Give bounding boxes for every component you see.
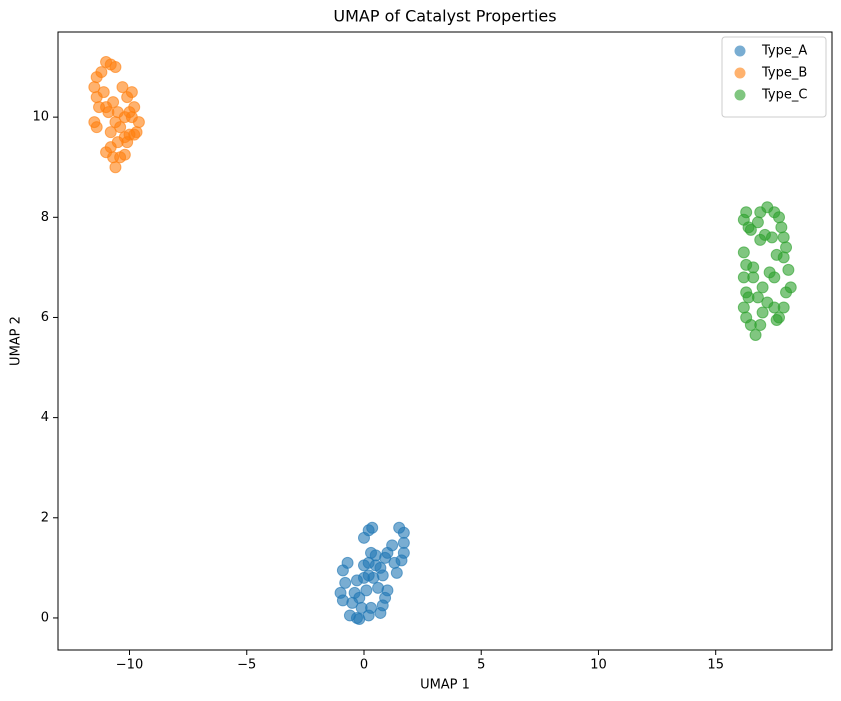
point (780, 241, 793, 254)
y-axis-label: UMAP 2 (9, 316, 24, 366)
point (107, 96, 120, 109)
point (376, 569, 389, 582)
point (360, 584, 373, 597)
point (749, 328, 762, 341)
point (390, 566, 403, 579)
point (770, 248, 783, 261)
x-tick-label: 5 (477, 658, 485, 673)
x-tick-label: −5 (237, 658, 256, 673)
point (740, 206, 753, 219)
point (369, 559, 382, 572)
point (118, 148, 131, 161)
x-tick-label: 0 (360, 658, 368, 673)
point (88, 116, 101, 129)
point (379, 551, 392, 564)
point (346, 596, 359, 609)
point (397, 536, 410, 549)
point (751, 216, 764, 229)
point (770, 313, 783, 326)
point (366, 521, 379, 534)
point (128, 128, 141, 141)
legend-marker (734, 89, 746, 101)
point (109, 161, 122, 174)
y-tick-label: 4 (41, 410, 49, 425)
point (123, 106, 136, 119)
legend-box (721, 36, 827, 118)
point (95, 66, 108, 79)
point (125, 86, 138, 99)
point (747, 271, 760, 284)
point (754, 233, 767, 246)
point (754, 318, 767, 331)
point (737, 301, 750, 314)
y-tick-label: 0 (41, 610, 49, 625)
point (744, 223, 757, 236)
x-tick-label: −10 (116, 658, 143, 673)
point (742, 291, 755, 304)
legend-label: Type_C (761, 88, 807, 103)
point (777, 231, 790, 244)
y-tick-label: 8 (41, 210, 49, 225)
point (386, 539, 399, 552)
point (132, 116, 145, 129)
chart-title: UMAP of Catalyst Properties (333, 7, 556, 26)
point (740, 258, 753, 271)
point (756, 281, 769, 294)
point (773, 211, 786, 224)
point (355, 601, 368, 614)
point (372, 581, 385, 594)
point (763, 266, 776, 279)
point (104, 126, 117, 139)
plot-frame (57, 31, 833, 651)
y-tick-label: 6 (41, 310, 49, 325)
point (350, 574, 363, 587)
point (339, 576, 352, 589)
legend-marker (734, 67, 746, 79)
point (775, 221, 788, 234)
point (393, 521, 406, 534)
x-tick-label: 15 (707, 658, 724, 673)
point (782, 263, 795, 276)
point (397, 546, 410, 559)
point (97, 86, 110, 99)
legend-marker (734, 45, 746, 57)
point (116, 81, 129, 94)
x-tick-label: 10 (590, 658, 607, 673)
point (341, 556, 354, 569)
point (756, 306, 769, 319)
point (102, 106, 115, 119)
point (357, 531, 370, 544)
point (111, 136, 124, 149)
point (737, 246, 750, 259)
legend-label: Type_B (761, 66, 807, 81)
y-tick-label: 2 (41, 510, 49, 525)
legend-label: Type_A (761, 44, 807, 59)
point (777, 301, 790, 314)
point (784, 281, 797, 294)
point (109, 116, 122, 129)
point (109, 61, 122, 74)
x-axis-label: UMAP 1 (420, 678, 470, 693)
y-tick-label: 10 (32, 110, 49, 125)
